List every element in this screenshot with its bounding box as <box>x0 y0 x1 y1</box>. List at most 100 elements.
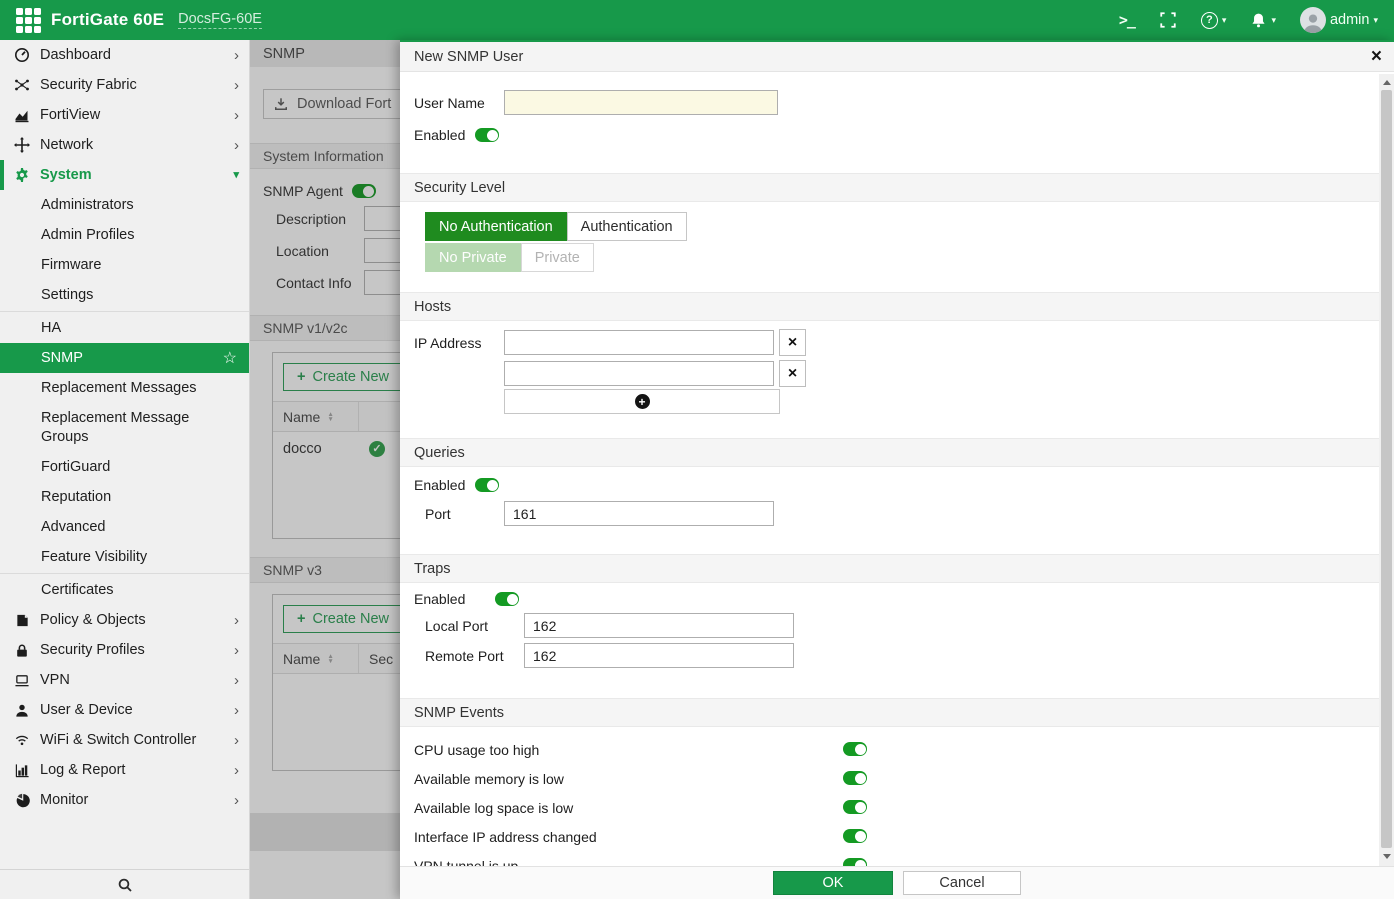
sidebar-item-security-fabric[interactable]: Security Fabric › <box>0 70 249 100</box>
sidebar-item-monitor[interactable]: Monitor › <box>0 785 249 815</box>
top-navbar: FortiGate 60E DocsFG-60E >_ ? ▾ <box>0 0 1394 40</box>
sidebar-item-fortiview[interactable]: FortiView › <box>0 100 249 130</box>
sidebar-item-wifi-switch-controller[interactable]: WiFi & Switch Controller › <box>0 725 249 755</box>
contact-info-input[interactable] <box>364 270 400 295</box>
scroll-down-arrow[interactable] <box>1379 849 1394 863</box>
add-host-button[interactable]: + <box>504 389 780 414</box>
location-input[interactable] <box>364 238 400 263</box>
plus-icon: + <box>297 369 306 385</box>
sidebar-item-network[interactable]: Network › <box>0 130 249 160</box>
help-icon: ? <box>1200 11 1218 29</box>
sidebar-item-security-profiles[interactable]: Security Profiles › <box>0 635 249 665</box>
download-fortinet-mibs-button[interactable]: Download Fort <box>263 89 400 119</box>
event-toggle[interactable] <box>843 858 867 866</box>
enabled-label: Enabled <box>414 477 466 493</box>
ip-address-input[interactable] <box>504 330 774 355</box>
remove-icon: × <box>787 364 798 382</box>
sidebar-item-label: Policy & Objects <box>40 612 146 628</box>
page-footer-band <box>250 813 400 851</box>
sidebar-item-reputation[interactable]: Reputation <box>0 482 249 512</box>
sidebar-item-system[interactable]: System ▾ <box>0 160 249 190</box>
snmp-v1v2c-header: SNMP v1/v2c <box>250 315 400 341</box>
queries-enabled-toggle[interactable] <box>475 478 499 492</box>
remove-host-button[interactable]: × <box>779 329 806 356</box>
fullscreen-button[interactable] <box>1159 11 1177 29</box>
sidebar-item-firmware[interactable]: Firmware <box>0 250 249 280</box>
event-toggle[interactable] <box>843 829 867 843</box>
sidebar-item-log-report[interactable]: Log & Report › <box>0 755 249 785</box>
sidebar-nav: Dashboard › Security Fabric › FortiView … <box>0 40 250 899</box>
star-icon[interactable]: ☆ <box>222 350 237 367</box>
sidebar-item-label: Log & Report <box>40 762 126 778</box>
table-header-row: Name ▲ ▼ Sec <box>273 643 400 674</box>
sidebar-item-certificates[interactable]: Certificates <box>0 575 249 605</box>
remove-host-button[interactable]: × <box>779 360 806 387</box>
create-new-button[interactable]: + Create New <box>283 605 400 633</box>
name-column-header[interactable]: Name <box>283 650 321 667</box>
network-icon <box>13 137 31 153</box>
sidebar-item-fortiguard[interactable]: FortiGuard <box>0 452 249 482</box>
location-field-row: Location <box>276 238 400 263</box>
hostname-link[interactable]: DocsFG-60E <box>178 11 262 29</box>
security-column-header[interactable]: Sec <box>369 650 394 667</box>
scrollbar-thumb[interactable] <box>1381 90 1392 848</box>
no-private-button[interactable]: No Private <box>425 243 521 272</box>
sidebar-item-vpn[interactable]: VPN › <box>0 665 249 695</box>
snmp-agent-toggle[interactable] <box>351 184 376 198</box>
no-authentication-button[interactable]: No Authentication <box>425 212 567 241</box>
sidebar-item-advanced[interactable]: Advanced <box>0 512 249 542</box>
sidebar-item-admin-profiles[interactable]: Admin Profiles <box>0 220 249 250</box>
system-information-header: System Information <box>250 143 400 169</box>
new-snmp-user-dialog: New SNMP User × User Name Enabled Securi… <box>400 40 1394 899</box>
fortinet-logo-icon <box>16 7 41 33</box>
user-icon <box>13 703 31 718</box>
contact-field-row: Contact Info <box>276 270 400 295</box>
sidebar-item-user-device[interactable]: User & Device › <box>0 695 249 725</box>
enabled-toggle[interactable] <box>475 128 499 142</box>
local-port-input[interactable] <box>524 613 794 638</box>
sidebar-item-policy-objects[interactable]: Policy & Objects › <box>0 605 249 635</box>
sidebar-item-snmp[interactable]: SNMP ☆ <box>0 343 249 373</box>
cancel-button[interactable]: Cancel <box>903 871 1021 895</box>
close-icon[interactable]: × <box>1370 46 1382 67</box>
admin-menu-button[interactable]: admin ▾ <box>1299 7 1378 33</box>
description-input[interactable] <box>364 206 400 231</box>
sidebar-item-settings[interactable]: Settings <box>0 280 249 310</box>
help-menu-button[interactable]: ? ▾ <box>1200 11 1226 29</box>
dialog-scrollbar[interactable] <box>1379 74 1394 866</box>
sidebar-item-dashboard[interactable]: Dashboard › <box>0 40 249 70</box>
cli-console-button[interactable]: >_ <box>1119 11 1136 29</box>
queries-port-input[interactable] <box>504 501 774 526</box>
scroll-up-arrow[interactable] <box>1379 75 1394 89</box>
remote-port-input[interactable] <box>524 643 794 668</box>
name-column-header[interactable]: Name <box>283 408 321 425</box>
dialog-footer: OK Cancel <box>400 866 1394 899</box>
sidebar-search-button[interactable] <box>0 869 249 899</box>
wifi-icon <box>13 733 31 747</box>
ok-button[interactable]: OK <box>773 871 893 895</box>
avatar <box>1299 7 1326 33</box>
page-title: SNMP <box>250 40 400 67</box>
user-name-input[interactable] <box>504 90 778 115</box>
authentication-button[interactable]: Authentication <box>566 212 687 241</box>
notifications-button[interactable]: ▾ <box>1250 12 1276 29</box>
traps-enabled-toggle[interactable] <box>495 592 519 606</box>
create-new-button[interactable]: + Create New <box>283 363 400 391</box>
sidebar-item-replacement-message-groups[interactable]: Replacement Message Groups <box>0 403 249 452</box>
sidebar-item-administrators[interactable]: Administrators <box>0 190 249 220</box>
monitor-screen-icon <box>13 673 31 688</box>
private-button[interactable]: Private <box>520 243 594 272</box>
sidebar-item-label: User & Device <box>40 702 133 718</box>
sidebar-item-label: FortiGuard <box>41 459 111 475</box>
sidebar-item-ha[interactable]: HA <box>0 313 249 343</box>
event-label: Available memory is low <box>414 770 564 787</box>
table-row[interactable]: docco ✓ <box>273 432 400 465</box>
event-toggle[interactable] <box>843 800 867 814</box>
event-toggle[interactable] <box>843 771 867 785</box>
event-toggle[interactable] <box>843 742 867 756</box>
sidebar-item-feature-visibility[interactable]: Feature Visibility <box>0 542 249 572</box>
add-host-row: + <box>414 389 1379 414</box>
ip-address-input[interactable] <box>504 361 774 386</box>
sidebar-item-replacement-messages[interactable]: Replacement Messages <box>0 373 249 403</box>
